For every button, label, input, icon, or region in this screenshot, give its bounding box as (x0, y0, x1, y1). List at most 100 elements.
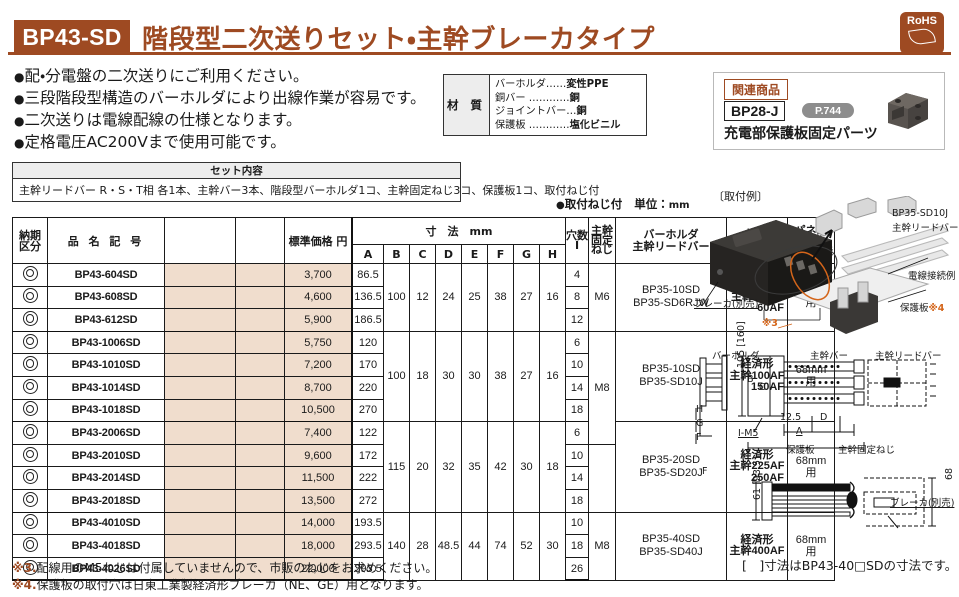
dim-a-cell: 136.5 (351, 285, 384, 310)
dim-b-cell: 115 (383, 421, 410, 513)
panel-cut-cell: 68mm 用 (787, 330, 835, 423)
install-example-label: 〔取付例〕 (713, 190, 768, 203)
material-value: 変性PPE (566, 79, 609, 90)
blank-cell-2 (235, 511, 285, 536)
dim-g-cell: 27 (513, 330, 540, 423)
fig2-label-d: D (820, 412, 828, 423)
price-cell: 22,000 (284, 556, 353, 582)
col-header-dim-h: H (539, 244, 566, 264)
blank-cell-1 (164, 330, 236, 355)
blank-cell-1 (164, 285, 236, 310)
dim-a-cell: 122 (351, 421, 384, 445)
related-product-code[interactable]: BP28-J (724, 101, 786, 121)
blank-cell-2 (235, 353, 285, 377)
fig2-protect-plate-label: 保護板 (786, 445, 815, 456)
bracket-part-photo (888, 93, 928, 129)
dim-h-cell: 30 (539, 511, 566, 581)
main-fix-screw-cell: M6 (588, 263, 616, 332)
bullet-dot-icon: ● (14, 70, 25, 84)
related-product-tag: 関連商品 (724, 79, 789, 100)
fig3-dim-61: 61 [93.5] (752, 456, 763, 500)
double-circle-icon (22, 401, 38, 417)
table-row[interactable]: BP43-2006SD 7,400 122 115 20 32 35 42 30… (12, 421, 835, 513)
col-header-holes: 穴数 I (565, 217, 589, 264)
dim-a-cell: 270 (351, 398, 384, 423)
dim-a-cell: 272 (351, 488, 384, 513)
table-row[interactable]: BP43-4010SD 14,000 193.5 140 28 48.5 44 … (12, 511, 835, 581)
delivery-mark-cell (12, 375, 48, 400)
bullet-dot-icon: ● (556, 200, 565, 211)
blank-cell-1 (164, 466, 236, 490)
table-row[interactable]: BP43-604SD 3,700 86.5 100 12 24 25 38 27… (12, 263, 835, 332)
table-row[interactable]: BP43-2014SD 11,500 222 14 (12, 466, 835, 490)
holes-cell: 14 (565, 375, 589, 400)
fig3-dim-68: 68 (944, 467, 955, 480)
dim-a-cell: 293.5 (351, 534, 384, 558)
double-circle-icon (22, 310, 38, 326)
blank-cell-2 (235, 556, 285, 582)
holes-cell: 8 (565, 285, 589, 310)
price-cell: 8,700 (284, 375, 353, 400)
dim-d-cell: 24 (435, 263, 462, 332)
table-row[interactable]: BP43-4018SD 18,000 293.5 18 (12, 534, 835, 558)
table-row[interactable]: BP43-1010SD 7,200 170 10 (12, 353, 835, 377)
delivery-mark-cell (12, 263, 48, 287)
col-header-dim-f: F (487, 244, 514, 264)
material-key: 保護板 ………… (495, 119, 570, 131)
material-value: 銅 (569, 92, 580, 104)
col-header-delivery: 納期 区分 (12, 217, 48, 264)
blank-cell-2 (235, 263, 285, 287)
bracket-dimension-note: [ ]寸法はBP43-40□SDの寸法です。 (742, 558, 958, 573)
footnote-text: 保護板の取付穴は日東工業製経済形ブレーカ（NE、GE）用となります。 (36, 578, 429, 592)
col-header-dimensions: 寸 法 mm (351, 217, 566, 245)
table-row[interactable]: BP43-1014SD 8,700 220 14 (12, 375, 835, 400)
dim-a-cell: 222 (351, 466, 384, 490)
product-code-badge: BP43-SD (14, 20, 130, 54)
table-row[interactable]: BP43-2010SD 9,600 172 10 (12, 443, 835, 468)
dim-h-cell: 16 (539, 263, 566, 332)
col-header-model: 品 名 記 号 (47, 217, 165, 264)
delivery-mark-cell (12, 330, 48, 355)
double-circle-icon (22, 491, 38, 507)
material-rows: バーホルダ……変性PPE 銅バー …………銅 ジョイントバー…銅 保護板 ………… (490, 75, 646, 135)
fig2-label-a: A (796, 426, 803, 437)
related-page-link[interactable]: P.744 (802, 103, 854, 118)
price-cell: 7,200 (284, 353, 353, 377)
footnote-list: ※3.配線用のM5ねじは付属していませんので、市販のねじをお求めください。 ※4… (12, 560, 472, 594)
material-row: ジョイントバー…銅 (495, 105, 646, 119)
table-row[interactable]: BP43-1006SD 5,750 120 100 18 30 30 38 27… (12, 330, 835, 445)
dim-a-cell: 193.5 (351, 511, 384, 536)
main-fix-screw-cell: M8 (588, 330, 616, 445)
holes-cell: 10 (565, 353, 589, 377)
fig3-label-f: F (702, 466, 708, 477)
dim-c-cell: 20 (409, 421, 436, 513)
dim-h-cell: 16 (539, 330, 566, 423)
dim-g-cell: 52 (513, 511, 540, 581)
double-circle-icon (22, 559, 38, 575)
price-cell: 4,600 (284, 285, 353, 310)
holes-cell: 26 (565, 556, 589, 582)
fig1-protect-plate: 保護板※4 (900, 303, 945, 314)
model-code-cell: BP43-4026SD (47, 556, 165, 582)
material-row: バーホルダ……変性PPE (495, 78, 646, 92)
delivery-mark-cell (12, 443, 48, 468)
blank-cell-1 (164, 556, 236, 582)
dim-a-cell: 393.5 (351, 556, 384, 582)
dim-a-cell: 86.5 (351, 263, 384, 287)
blank-cell-1 (164, 398, 236, 423)
dim-a-cell: 120 (351, 330, 384, 355)
bullet-text: 二次送りは電線配線の仕様となります。 (24, 111, 302, 129)
col-header-bar-holder: バーホルダ 主幹リードバー (615, 217, 727, 264)
blank-cell-2 (235, 398, 285, 423)
dim-g-cell: 27 (513, 263, 540, 332)
fig1-wire-example: 電線接続例 (908, 271, 956, 282)
unit-label: 単位： (634, 197, 669, 211)
unit-note-text: 取付ねじ付 (564, 197, 623, 211)
blank-cell-1 (164, 421, 236, 445)
list-item: ●三段階段型構造のバーホルダにより出線作業が容易です。 (14, 88, 434, 110)
table-row[interactable]: BP43-2018SD 13,500 272 18 (12, 488, 835, 513)
unit-note: ●取付ねじ付 単位：mm (556, 196, 690, 212)
table-row[interactable]: BP43-4026SD 22,000 393.5 26 (12, 556, 835, 582)
dim-a-cell: 220 (351, 375, 384, 400)
model-code-cell: BP43-612SD (47, 308, 165, 332)
